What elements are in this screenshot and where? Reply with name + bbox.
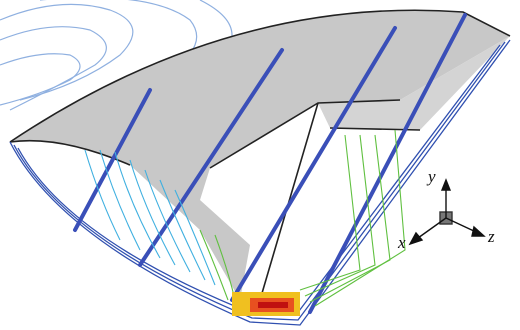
axis-label-z: z — [487, 227, 495, 246]
axis-label-y: y — [426, 167, 436, 186]
figure: y z x — [0, 0, 520, 330]
axis-label-x: x — [397, 233, 406, 252]
hot-region — [232, 292, 300, 316]
